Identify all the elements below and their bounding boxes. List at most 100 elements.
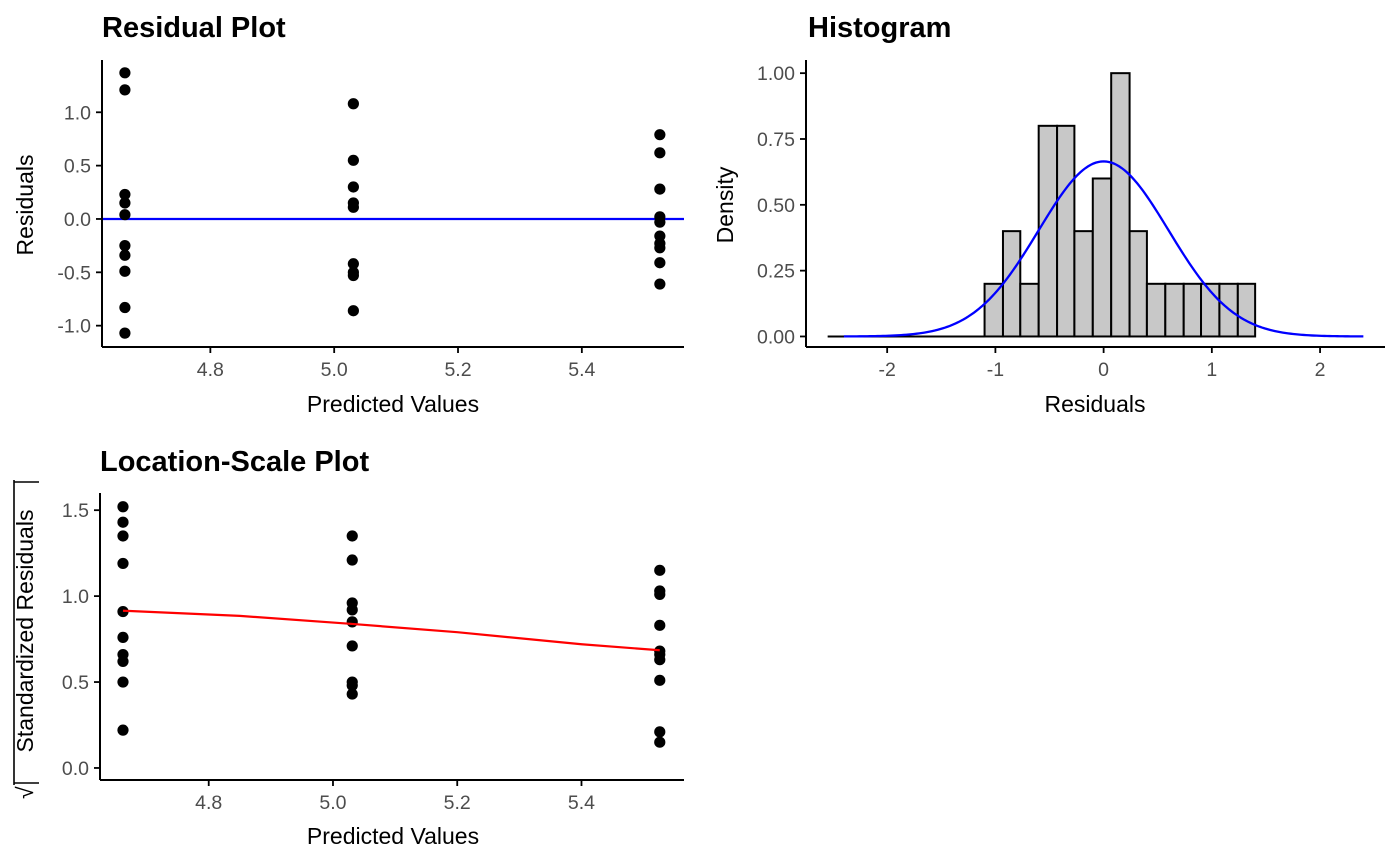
location-scale-plot-point (654, 654, 666, 666)
histogram-bar (1236, 282, 1257, 338)
residual-plot-x-tick-label: 5.0 (321, 359, 348, 381)
residual-plot-y-tick-label: 1.0 (64, 102, 91, 124)
histogram-bar (1164, 282, 1185, 338)
location-scale-plot-x-tick-label: 4.8 (195, 792, 222, 814)
residual-plot-point (119, 265, 131, 277)
location-scale-plot-point (117, 631, 129, 643)
residual-plot-y-tick-label: -0.5 (57, 262, 91, 284)
histogram-bar (1001, 230, 1022, 338)
location-scale-plot-marks: 4.8 5.0 5.2 5.4 0.0 0.5 1.0 1.5 (62, 493, 684, 814)
residual-plot-point (347, 305, 359, 317)
location-scale-plot-title: Location-Scale Plot (100, 446, 369, 478)
residual-plot-panel: Residual Plot Predicted Values Residuals… (12, 12, 684, 417)
histogram-y-tick-label: 1.00 (757, 63, 795, 85)
location-scale-plot-x-axis-label: Predicted Values (307, 823, 479, 849)
location-scale-plot-point (654, 588, 666, 600)
residual-plot-y-tick-label: 0.5 (64, 156, 91, 178)
histogram-x-tick-label: -2 (878, 359, 895, 381)
location-scale-plot-point (117, 724, 129, 736)
histogram-panel: Histogram Residuals Density -2 -1 0 1 2 0.00 0… (712, 12, 1385, 417)
residual-plot-x-tick-label: 4.8 (197, 359, 224, 381)
residual-plot-point (654, 147, 666, 159)
histogram-bar (983, 282, 1004, 338)
histogram-bar (1128, 230, 1148, 338)
histogram-x-tick-label: 2 (1315, 359, 1326, 381)
histogram-bar (1145, 282, 1167, 338)
residual-plot-y-axis-label: Residuals (12, 155, 38, 256)
residual-plot-point (347, 154, 359, 166)
location-scale-plot-point (346, 679, 358, 692)
location-scale-plot-x-tick-label: 5.2 (444, 792, 471, 814)
location-scale-plot-y-axis-label: √ Standardized Residuals (12, 480, 39, 799)
residual-plot-title: Residual Plot (102, 12, 286, 44)
histogram-bar (1110, 72, 1131, 338)
histogram-y-axis-label: Density (712, 166, 738, 243)
residual-plot-point (654, 183, 666, 195)
residual-plot-point (347, 258, 359, 270)
location-scale-plot-point (654, 674, 666, 686)
histogram-x-tick-label: -1 (987, 359, 1004, 381)
histogram-bar (1091, 177, 1113, 338)
residual-plot-x-tick-label: 5.2 (444, 359, 471, 381)
location-scale-plot-y-axis-text: Standardized Residuals (12, 510, 38, 753)
histogram-y-tick-label: 0.00 (757, 326, 795, 348)
histogram-bar (1037, 124, 1059, 338)
residual-plot-point (119, 67, 131, 79)
residual-plot-marks: 4.8 5.0 5.2 5.4 -1.0 -0.5 0.0 0.5 1.0 (57, 60, 684, 381)
location-scale-plot-point (654, 726, 666, 738)
residual-plot-point (119, 249, 131, 261)
residual-plot-point (347, 98, 359, 110)
residual-plot-point (119, 301, 131, 314)
location-scale-plot-point (346, 554, 358, 566)
location-scale-plot-x-tick-label: 5.4 (568, 792, 595, 814)
histogram-x-tick-label: 0 (1098, 359, 1109, 381)
location-scale-plot-y-tick-label: 1.0 (62, 586, 89, 608)
residual-plot-point (347, 269, 359, 282)
location-scale-plot-point (117, 516, 129, 528)
location-scale-plot-y-tick-label: 0.0 (62, 758, 89, 780)
histogram-marks: -2 -1 0 1 2 0.00 0.25 0.50 0.75 1.00 (757, 60, 1385, 381)
residual-plot-point (654, 278, 666, 290)
location-scale-plot-point (346, 616, 358, 628)
location-scale-plot-point (346, 604, 358, 616)
histogram-bar (1182, 282, 1203, 338)
location-scale-plot-point (117, 530, 129, 542)
residual-plot-point (119, 84, 131, 96)
location-scale-plot-point (654, 736, 666, 748)
histogram-bar (1019, 282, 1040, 338)
residual-plot-point (347, 181, 359, 193)
residual-plot-point (654, 257, 666, 269)
location-scale-plot-point (117, 676, 129, 688)
location-scale-plot-point (346, 688, 358, 700)
residual-plot-y-tick-label: -1.0 (57, 316, 91, 338)
residual-plot-point (654, 129, 666, 141)
residual-plot-point (654, 242, 666, 254)
location-scale-plot-smooth-line (122, 609, 660, 652)
residual-plot-point (119, 209, 131, 221)
histogram-bar (1073, 230, 1094, 338)
location-scale-plot-point (117, 501, 129, 513)
residual-plot-point (347, 201, 359, 213)
histogram-y-tick-label: 0.50 (757, 195, 795, 217)
location-scale-plot-y-tick-label: 1.5 (62, 500, 89, 522)
histogram-density-curve (843, 160, 1364, 338)
location-scale-plot-point (346, 640, 358, 652)
residual-plot-point (119, 327, 131, 339)
location-scale-plot-point (346, 530, 358, 542)
location-scale-plot-panel: Location-Scale Plot Predicted Values √ S… (12, 446, 684, 849)
residual-plot-y-tick-label: 0.0 (64, 209, 91, 231)
sqrt-radical-symbol: √ (12, 786, 38, 799)
histogram-y-tick-label: 0.75 (757, 129, 795, 151)
histogram-title: Histogram (808, 12, 951, 44)
location-scale-plot-point (654, 564, 666, 576)
location-scale-plot-point (654, 619, 666, 631)
histogram-bar (1056, 124, 1076, 338)
location-scale-plot-y-tick-label: 0.5 (62, 672, 89, 694)
residual-plot-point (654, 216, 666, 228)
location-scale-plot-x-tick-label: 5.0 (319, 792, 346, 814)
location-scale-plot-point (117, 557, 129, 570)
residual-plot-point (119, 197, 131, 209)
histogram-y-tick-label: 0.25 (757, 261, 795, 283)
histogram-x-tick-label: 1 (1206, 359, 1217, 381)
residual-plot-x-tick-label: 5.4 (568, 359, 595, 381)
